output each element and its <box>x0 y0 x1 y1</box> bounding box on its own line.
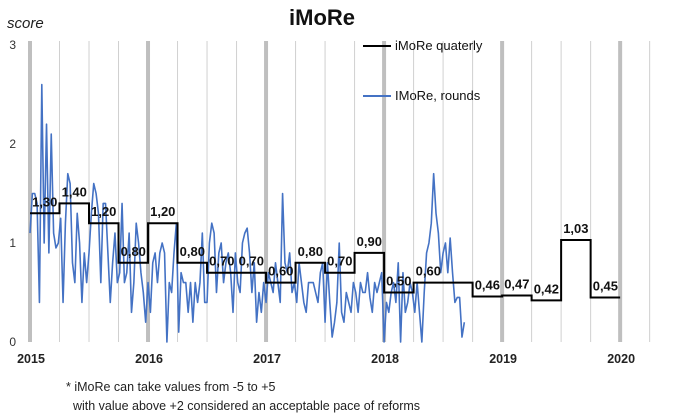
year-band <box>382 41 387 342</box>
year-band <box>500 41 505 342</box>
x-tick-label: 2016 <box>135 352 163 366</box>
year-band <box>146 41 151 342</box>
footnote-line-1: * iMoRe can take values from -5 to +5 <box>66 380 276 394</box>
data-labels: 1,30 1,40 1,20 0,80 1,20 0,80 0,70 0,70 0,60 0,80… <box>32 184 618 296</box>
data-label: 1,30 <box>32 194 57 209</box>
data-label: 0,60 <box>416 264 441 279</box>
data-label: 1,20 <box>91 204 116 219</box>
data-label: 0,80 <box>180 244 205 259</box>
x-axis-ticks: 2015 2016 2017 2018 2019 2020 <box>17 352 635 366</box>
data-label: 0,80 <box>298 244 323 259</box>
year-band <box>28 41 32 342</box>
series-line-quarterly <box>30 202 621 302</box>
x-tick-label: 2019 <box>489 352 517 366</box>
data-label: 0,70 <box>327 254 352 269</box>
legend-label-quarterly: iMoRe quaterly <box>395 38 483 53</box>
year-band <box>618 41 623 342</box>
data-label: 1,20 <box>150 204 175 219</box>
footnote-line-2: with value above +2 considered an accept… <box>66 399 421 413</box>
x-tick-label: 2017 <box>253 352 281 366</box>
y-tick-label: 1 <box>9 236 16 250</box>
quarter-bands <box>28 41 623 342</box>
data-label: 1,40 <box>62 184 87 199</box>
x-tick-label: 2018 <box>371 352 399 366</box>
data-label: 0,50 <box>386 274 411 289</box>
chart-title: iMoRe <box>289 5 355 30</box>
data-label: 0,60 <box>268 264 293 279</box>
data-label: 0,47 <box>504 276 529 291</box>
y-axis-label: score <box>7 15 44 32</box>
y-tick-label: 0 <box>9 335 16 349</box>
series-line-rounds <box>29 83 466 343</box>
y-tick-label: 3 <box>9 38 16 52</box>
data-label: 0,70 <box>239 254 264 269</box>
data-label: 0,42 <box>534 281 559 296</box>
y-axis-ticks: 0 1 2 3 <box>9 38 16 349</box>
x-tick-label: 2020 <box>607 352 635 366</box>
year-band <box>264 41 269 342</box>
data-label: 0,70 <box>209 254 234 269</box>
y-tick-label: 2 <box>9 137 16 151</box>
data-label: 0,46 <box>475 277 500 292</box>
legend: iMoRe quaterly IMoRe, rounds <box>363 38 483 103</box>
x-tick-label: 2015 <box>17 352 45 366</box>
data-label: 0,80 <box>121 244 146 259</box>
data-label: 0,45 <box>593 278 618 293</box>
data-label: 1,03 <box>563 221 588 236</box>
data-label: 0,90 <box>357 234 382 249</box>
legend-label-rounds: IMoRe, rounds <box>395 88 481 103</box>
series-lines <box>29 83 621 343</box>
